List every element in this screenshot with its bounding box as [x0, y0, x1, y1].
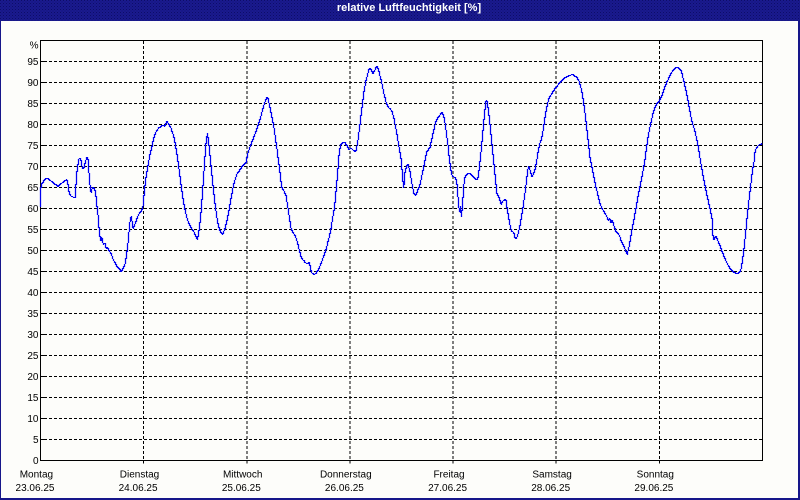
svg-text:30: 30: [27, 330, 39, 341]
svg-text:27.06.25: 27.06.25: [428, 483, 467, 494]
svg-text:29.06.25: 29.06.25: [634, 483, 673, 494]
svg-text:50: 50: [27, 246, 39, 257]
svg-text:24.06.25: 24.06.25: [119, 483, 158, 494]
svg-text:15: 15: [27, 393, 39, 404]
svg-text:Mittwoch: Mittwoch: [223, 470, 262, 481]
svg-text:45: 45: [27, 267, 39, 278]
svg-text:25: 25: [27, 351, 39, 362]
svg-text:0: 0: [33, 456, 39, 467]
svg-text:65: 65: [27, 183, 39, 194]
svg-text:Freitag: Freitag: [433, 470, 464, 481]
svg-text:20: 20: [27, 372, 39, 383]
svg-text:Samstag: Samstag: [532, 470, 571, 481]
svg-text:25.06.25: 25.06.25: [222, 483, 261, 494]
svg-text:80: 80: [27, 120, 39, 131]
svg-text:Dienstag: Dienstag: [120, 470, 159, 481]
svg-text:26.06.25: 26.06.25: [325, 483, 364, 494]
svg-text:28.06.25: 28.06.25: [531, 483, 570, 494]
svg-text:5: 5: [33, 435, 39, 446]
svg-text:10: 10: [27, 414, 39, 425]
svg-text:40: 40: [27, 288, 39, 299]
svg-text:90: 90: [27, 78, 39, 89]
svg-text:Donnerstag: Donnerstag: [320, 470, 372, 481]
svg-text:23.06.25: 23.06.25: [16, 483, 55, 494]
svg-text:75: 75: [27, 141, 39, 152]
svg-text:70: 70: [27, 162, 39, 173]
svg-text:Montag: Montag: [20, 470, 53, 481]
svg-text:95: 95: [27, 57, 39, 68]
svg-text:35: 35: [27, 309, 39, 320]
svg-text:55: 55: [27, 225, 39, 236]
svg-text:Sonntag: Sonntag: [637, 470, 674, 481]
svg-text:60: 60: [27, 204, 39, 215]
svg-text:85: 85: [27, 99, 39, 110]
svg-text:%: %: [30, 40, 39, 51]
